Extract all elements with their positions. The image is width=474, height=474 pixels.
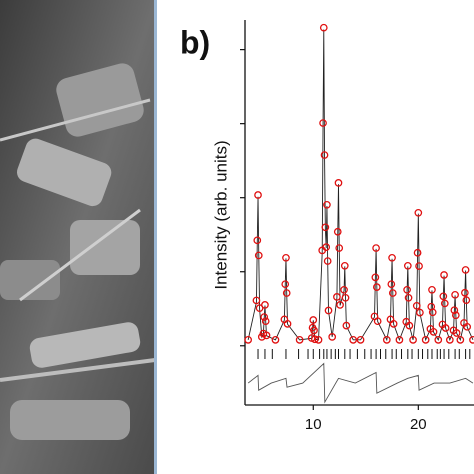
observed-point (255, 304, 264, 313)
observed-point (412, 301, 421, 310)
y-axis-label: Intensity (arb. units) (211, 140, 230, 289)
x-tick-label: 20 (410, 416, 427, 433)
observed-point (452, 329, 461, 337)
observed-point (413, 248, 422, 257)
observed-point (429, 327, 438, 336)
observed-point (282, 289, 291, 297)
observed-point (319, 23, 328, 32)
observed-point (404, 293, 413, 302)
observed-point (282, 253, 290, 262)
observed-point (309, 316, 318, 324)
observed-point (421, 335, 430, 344)
x-tick-label: 10 (305, 416, 322, 433)
observed-point (445, 335, 454, 344)
observed-point (388, 253, 396, 262)
observed-point (463, 322, 472, 331)
observed-point (382, 335, 391, 344)
observed-point (341, 293, 350, 302)
observed-point (323, 257, 332, 265)
observed-point (252, 296, 261, 305)
observed-point (261, 317, 270, 326)
observed-point (434, 335, 443, 344)
observed-point (322, 243, 331, 251)
observed-point (261, 301, 269, 309)
observed-point (403, 261, 412, 270)
observed-point (461, 266, 470, 274)
observed-point (405, 321, 414, 330)
observed-point (414, 208, 423, 217)
observed-point (340, 285, 348, 294)
observed-point (428, 285, 436, 294)
observed-point (416, 308, 424, 317)
observed-point (254, 251, 263, 260)
observed-point (310, 326, 318, 335)
plot-area: 10 20 (240, 20, 474, 433)
observed-point (333, 227, 342, 236)
observed-point (328, 333, 337, 341)
sem-image (0, 0, 157, 474)
observed-point (388, 289, 397, 297)
observed-point (253, 236, 262, 245)
observed-point (340, 261, 349, 270)
observed-point (260, 313, 269, 321)
observed-point (456, 335, 465, 344)
observed-point (333, 293, 341, 301)
observed-point (451, 311, 460, 320)
observed-point (336, 301, 344, 309)
observed-point (324, 306, 333, 315)
observed-point (283, 320, 292, 328)
observed-point (342, 321, 351, 330)
observed-point (461, 288, 469, 297)
observed-point (450, 306, 459, 315)
observed-point (469, 335, 474, 344)
observed-point (441, 324, 450, 332)
panel-label: b) (180, 24, 210, 60)
observed-point (451, 290, 459, 299)
observed-point (254, 191, 262, 199)
difference-line (247, 362, 474, 404)
observed-point (440, 299, 449, 308)
observed-point (271, 335, 280, 344)
observed-point (415, 262, 423, 270)
observed-point (409, 335, 417, 344)
observed-point (311, 335, 319, 344)
observed-point (262, 331, 271, 340)
observed-point (319, 119, 327, 127)
observed-point (428, 308, 437, 317)
observed-point (373, 317, 382, 326)
observed-point (403, 285, 411, 294)
observed-point (371, 273, 380, 282)
observed-point (395, 335, 404, 344)
observed-point (440, 271, 448, 279)
observed-point (281, 280, 290, 289)
observed-point (321, 223, 330, 232)
observed-point (372, 244, 380, 252)
observed-point (349, 335, 358, 344)
observed-point (439, 292, 448, 301)
observed-point (320, 151, 329, 159)
observed-point (334, 179, 343, 187)
observed-point (372, 283, 381, 291)
observed-point (387, 280, 396, 289)
observed-point (314, 335, 323, 344)
observed-point (462, 296, 471, 305)
observed-point (323, 200, 331, 209)
observed-point (244, 335, 253, 344)
observed-point (335, 244, 344, 252)
observed-point (389, 320, 398, 328)
observed-point (356, 335, 365, 344)
calculated-line (247, 29, 474, 342)
observed-point (295, 335, 304, 344)
